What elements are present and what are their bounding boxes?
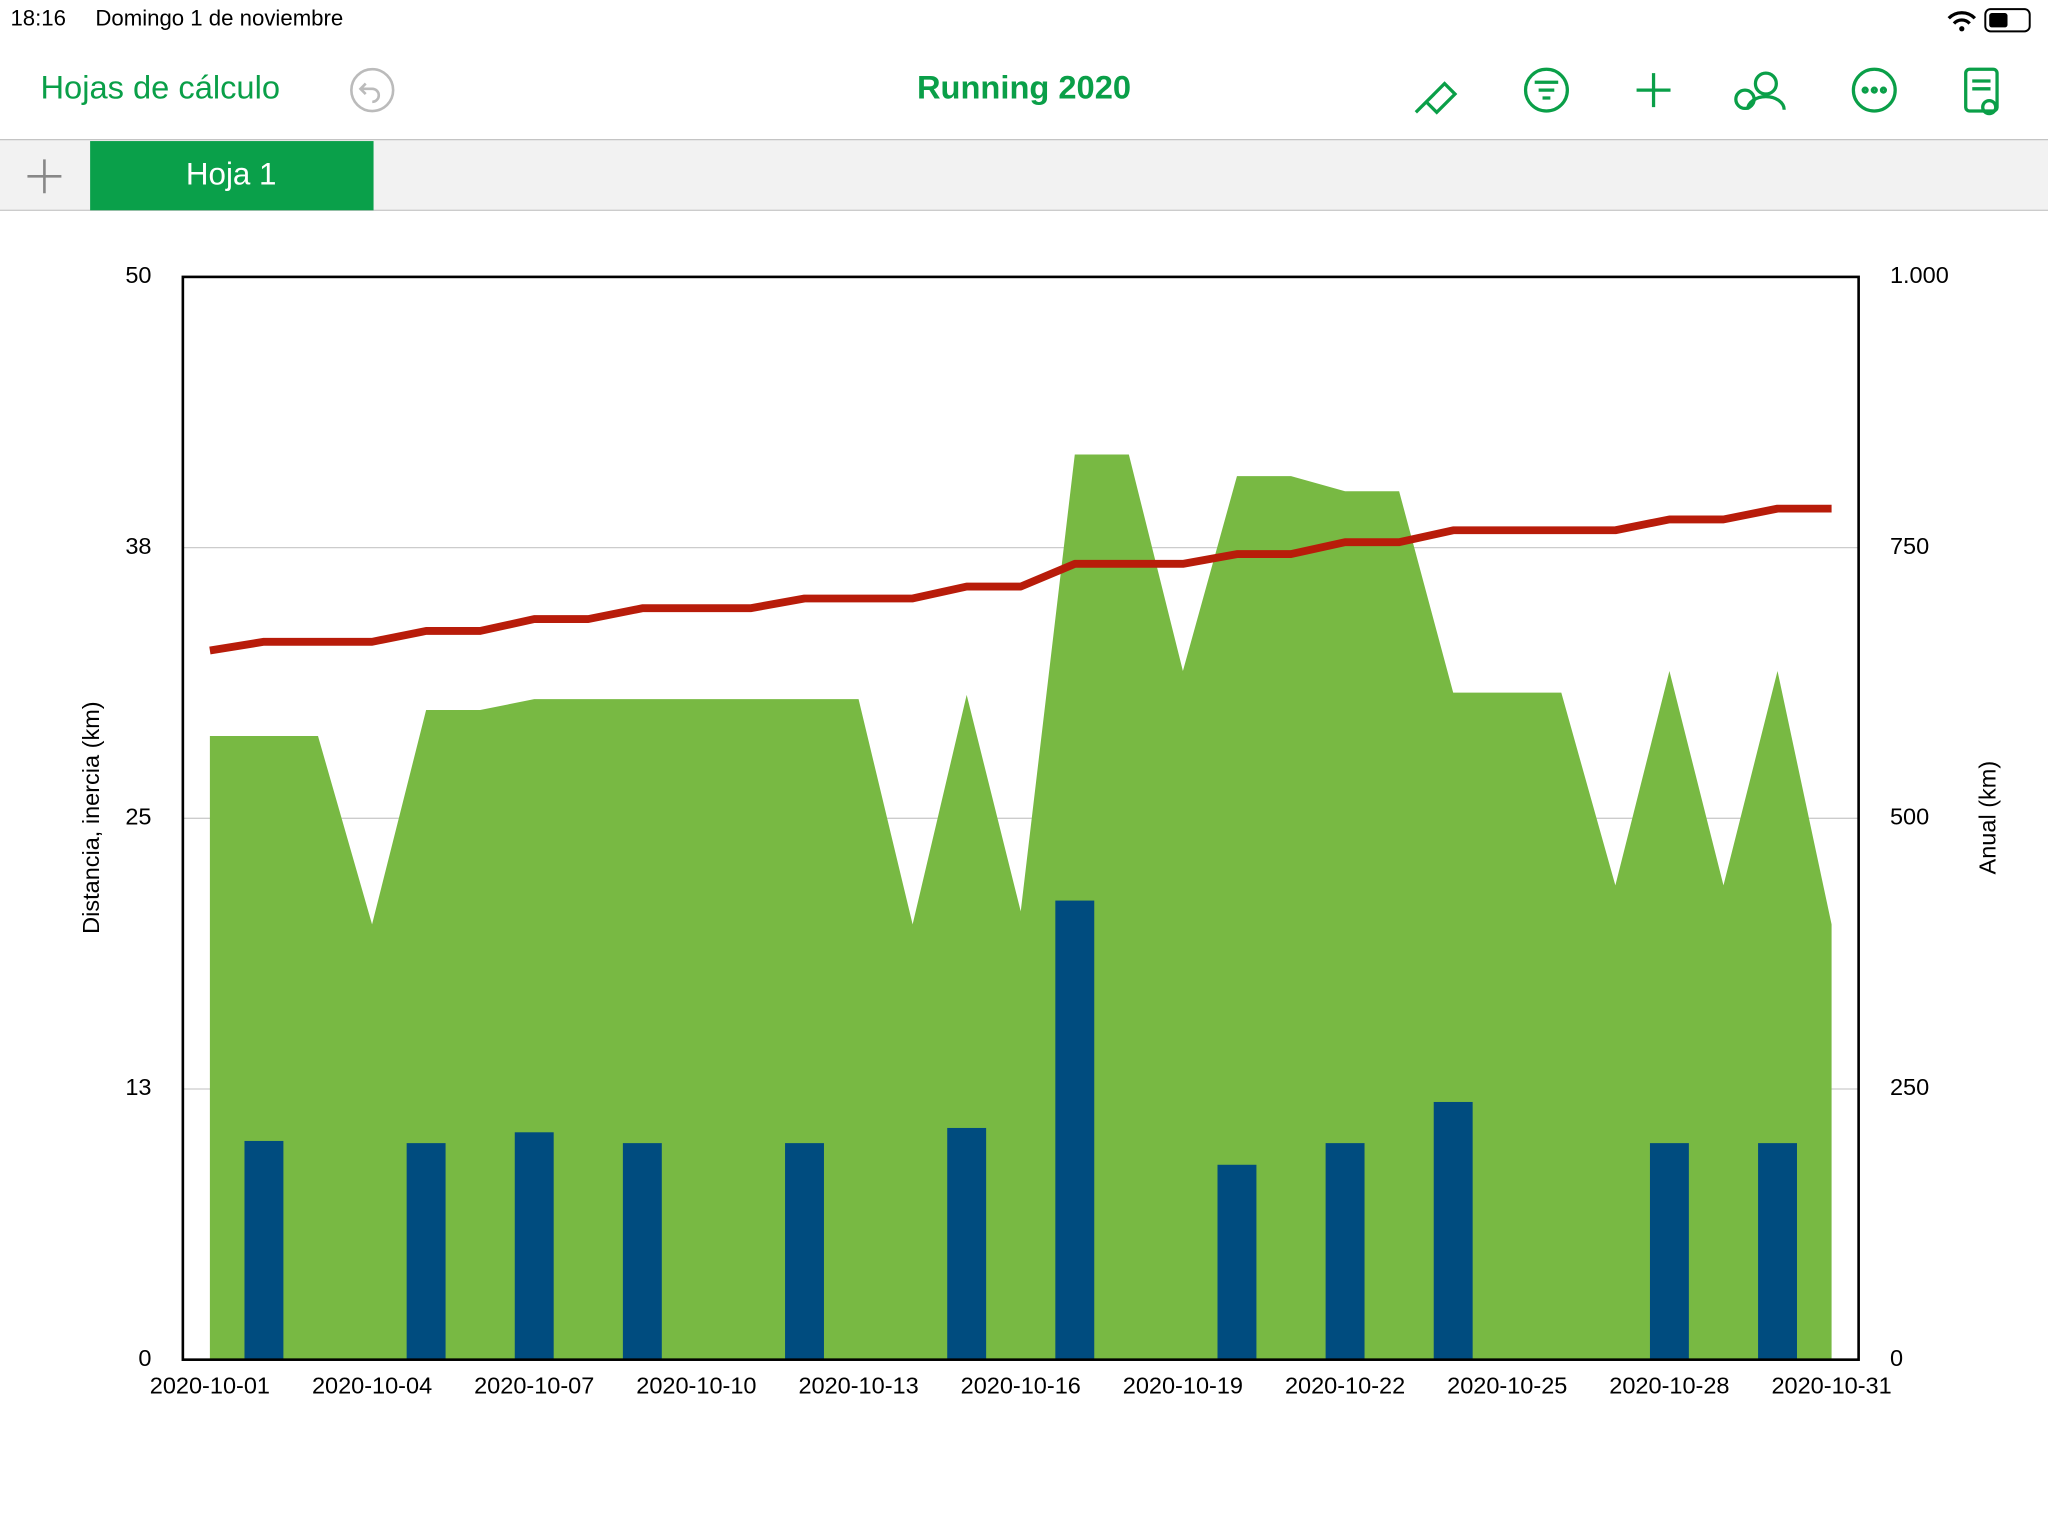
add-sheet-button[interactable] — [27, 159, 62, 194]
y-tick-label: 38 — [125, 533, 151, 559]
active-tab[interactable] — [90, 141, 374, 211]
bar — [514, 1132, 554, 1360]
x-tick-label: 2020-10-28 — [1609, 1372, 1729, 1398]
y2-tick-label: 750 — [1890, 533, 1929, 559]
status-time: 18:16 — [10, 5, 66, 30]
bar — [1758, 1143, 1797, 1360]
bar — [1055, 900, 1095, 1360]
x-tick-label: 2020-10-07 — [474, 1372, 594, 1398]
bar — [947, 1127, 987, 1360]
line — [209, 504, 1832, 655]
x-tick-label: 2020-10-10 — [636, 1372, 756, 1398]
format-button[interactable] — [1414, 81, 1458, 115]
plot-frame — [181, 275, 1860, 1361]
collaborate-button[interactable] — [1734, 71, 1786, 111]
bar — [1217, 1164, 1257, 1360]
y-tick-label: 13 — [125, 1074, 151, 1100]
y2-tick-label: 0 — [1890, 1345, 1903, 1371]
insert-button[interactable] — [1636, 73, 1671, 108]
x-tick-label: 2020-10-04 — [312, 1372, 432, 1398]
bar — [1325, 1143, 1365, 1360]
x-tick-label: 2020-10-31 — [1771, 1372, 1891, 1398]
organize-button[interactable] — [1523, 67, 1569, 113]
y-tick-label: 25 — [125, 803, 151, 829]
more-button[interactable] — [1851, 67, 1897, 113]
status-icons — [1947, 8, 2031, 33]
y-tick-label: 50 — [125, 262, 151, 288]
x-tick-label: 2020-10-13 — [798, 1372, 918, 1398]
y2-tick-label: 250 — [1890, 1074, 1929, 1100]
x-tick-label: 2020-10-22 — [1285, 1372, 1405, 1398]
status-date: Domingo 1 de noviembre — [95, 5, 343, 30]
y2-tick-label: 1.000 — [1890, 262, 1949, 288]
x-tick-label: 2020-10-19 — [1123, 1372, 1243, 1398]
bar — [244, 1140, 284, 1360]
area — [209, 454, 1832, 1360]
back-button[interactable]: Hojas de cálculo — [40, 69, 280, 106]
y2-tick-label: 500 — [1890, 803, 1929, 829]
bar — [622, 1143, 662, 1360]
x-tick-label: 2020-10-25 — [1447, 1372, 1567, 1398]
tab-label[interactable]: Hoja 1 — [186, 157, 277, 192]
x-tick-label: 2020-10-01 — [150, 1372, 270, 1398]
bar — [1649, 1143, 1689, 1360]
x-tick-label: 2020-10-16 — [961, 1372, 1081, 1398]
y-tick-label: 0 — [138, 1345, 151, 1371]
bar — [785, 1143, 824, 1360]
bar — [1433, 1101, 1473, 1360]
doc-title: Running 2020 — [917, 69, 1131, 106]
y2-axis-label: Anual (km) — [1974, 761, 2000, 875]
bar — [406, 1143, 446, 1360]
undo-button[interactable] — [350, 67, 395, 113]
y-axis-label: Distancia, inercia (km) — [78, 701, 104, 933]
view-button[interactable] — [1964, 67, 1999, 116]
